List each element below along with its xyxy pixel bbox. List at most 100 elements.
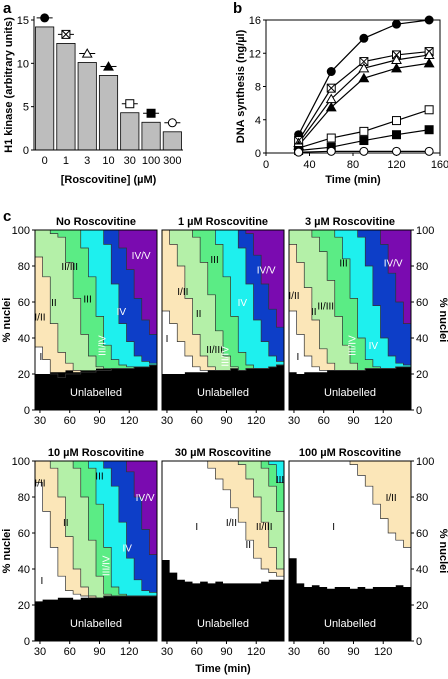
c-stage-label-IV: IV xyxy=(123,543,133,554)
panel-letter-b: b xyxy=(233,0,242,17)
bar-marker-3 xyxy=(81,48,93,58)
c-ytick-60: 60 xyxy=(18,297,30,309)
b-point-filled-triangle-90 xyxy=(358,72,370,83)
c-xtick-120: 120 xyxy=(120,646,138,658)
c-band-Unlabelled xyxy=(289,558,411,641)
c-stage-label-III-IV: III/IV xyxy=(101,555,112,576)
c-ytick-r-100: 100 xyxy=(416,456,434,468)
bar-marker-100 xyxy=(146,108,156,118)
c-unlabelled-label: Unlabelled xyxy=(197,387,249,399)
b-point-open-square-90 xyxy=(359,126,369,136)
b-point-open-square-120 xyxy=(392,116,401,126)
c-xtick-90: 90 xyxy=(347,415,359,427)
c-stage-label-I-II: I/II xyxy=(386,493,397,504)
panel-letter-a: a xyxy=(3,0,12,17)
c-boundary-II xyxy=(35,229,157,369)
c-xtick-30: 30 xyxy=(288,415,300,427)
c-panel-title: 10 µM Roscovitine xyxy=(48,447,144,459)
a-ytick-10: 10 xyxy=(17,58,29,70)
b-ytick-12: 12 xyxy=(249,48,261,60)
c-ytick-0: 0 xyxy=(24,636,30,648)
b-xtick-0: 0 xyxy=(263,159,269,171)
c-frame xyxy=(161,229,285,411)
c-stage-label-II: II xyxy=(51,298,57,309)
c-panel-title: 1 µM Roscovitine xyxy=(178,216,268,228)
c-stage-label-I-II: I/II xyxy=(177,287,188,298)
c-xtick-90: 90 xyxy=(93,415,105,427)
c-stage-label-II: II xyxy=(63,518,69,529)
c-stage-label-IV-V: IV/V xyxy=(257,266,276,277)
c-ytick-100: 100 xyxy=(12,225,30,237)
c-unlabelled-label: Unlabelled xyxy=(324,618,376,630)
c-stage-label-I-II: I/II xyxy=(226,518,237,529)
c-stage-label-I: I xyxy=(41,576,44,587)
bar-100 xyxy=(141,121,161,151)
c-stage-label-IV-V: IV/V xyxy=(132,251,151,262)
c-xtick-30: 30 xyxy=(34,415,46,427)
c-frame xyxy=(34,460,158,642)
a-ylabel: H1 kinase (arbitrary units) xyxy=(3,17,15,153)
c-panel-1: No RoscovitineUnlabelledI/IIIIIII/IIIIII… xyxy=(1,216,158,427)
c-xtick-120: 120 xyxy=(120,415,138,427)
c-stage-label-I-II: I/II xyxy=(34,312,45,323)
c-stage-label-III: III xyxy=(95,471,103,482)
c-stage-label-II: II xyxy=(196,309,202,320)
c-frame xyxy=(161,460,285,642)
c-stage-label-II-III: II/III xyxy=(61,262,78,273)
xtick-300: 300 xyxy=(163,155,181,167)
c-panel-title: No Roscovitine xyxy=(56,216,136,228)
b-ytick-4: 4 xyxy=(255,115,261,127)
bar-marker-1 xyxy=(61,29,71,39)
c-stage-label-I: I xyxy=(40,352,43,363)
b-point-filled-circle-120 xyxy=(392,19,401,29)
bar-300 xyxy=(162,131,182,151)
panel-letter-c: c xyxy=(3,208,11,225)
c-xtick-90: 90 xyxy=(220,646,232,658)
c-stage-label-III-IV: III/IV xyxy=(347,335,358,356)
xtick-3: 3 xyxy=(84,155,90,167)
c-stage-label-I: I xyxy=(195,522,198,533)
c-stage-label-I-II: I/II xyxy=(34,479,45,490)
b-point-filled-triangle-60 xyxy=(325,101,337,112)
c-ytick-r-80: 80 xyxy=(416,492,428,504)
b-point-filled-circle-90 xyxy=(359,33,369,43)
b-point-filled-square-120 xyxy=(392,130,401,140)
c-ytick-0: 0 xyxy=(24,405,30,417)
c-ytick-40: 40 xyxy=(18,333,30,345)
bar-0 xyxy=(35,26,55,151)
b-xtick-80: 80 xyxy=(347,159,359,171)
c-frame xyxy=(34,229,158,411)
c-xtick-90: 90 xyxy=(347,646,359,658)
c-unlabelled-label: Unlabelled xyxy=(324,387,376,399)
c-panel-4: 10 µM RoscovitineUnlabelledI/IIIIIIIIIII… xyxy=(1,447,158,658)
c-stage-label-II-III: II/III xyxy=(206,345,223,356)
c-ytick-40: 40 xyxy=(18,564,30,576)
c-xtick-90: 90 xyxy=(220,415,232,427)
c-stage-label-III: III xyxy=(339,258,347,269)
c-band-Unlabelled xyxy=(162,365,284,410)
c-stage-label-IV-V: IV/V xyxy=(384,258,403,269)
c-ytick-r-60: 60 xyxy=(416,297,428,309)
c-stage-label-II-III: II/III xyxy=(317,302,334,313)
b-ylabel: DNA synthesis (ng/µl) xyxy=(235,29,247,143)
b-xtick-160: 160 xyxy=(431,159,448,171)
c-panel-title: 3 µM Roscovitine xyxy=(305,216,395,228)
bar-marker-300 xyxy=(167,118,177,128)
c-frame xyxy=(288,460,412,642)
xtick-100: 100 xyxy=(142,155,160,167)
c-ylabel-left: % nuclei xyxy=(1,529,13,574)
c-ytick-r-40: 40 xyxy=(416,333,428,345)
b-point-open-square-60 xyxy=(326,133,336,143)
c-xlabel: Time (min) xyxy=(195,663,251,675)
c-xtick-30: 30 xyxy=(161,415,173,427)
c-ytick-r-0: 0 xyxy=(416,405,422,417)
b-ytick-8: 8 xyxy=(255,82,261,94)
c-ytick-r-100: 100 xyxy=(416,225,434,237)
b-point-filled-square-90 xyxy=(359,136,369,146)
b-point-crossed-square-60 xyxy=(326,83,336,93)
c-xtick-120: 120 xyxy=(374,415,392,427)
c-xtick-60: 60 xyxy=(64,415,76,427)
c-stage-label-I: I xyxy=(166,334,169,345)
c-band-Unlabelled xyxy=(35,596,157,641)
